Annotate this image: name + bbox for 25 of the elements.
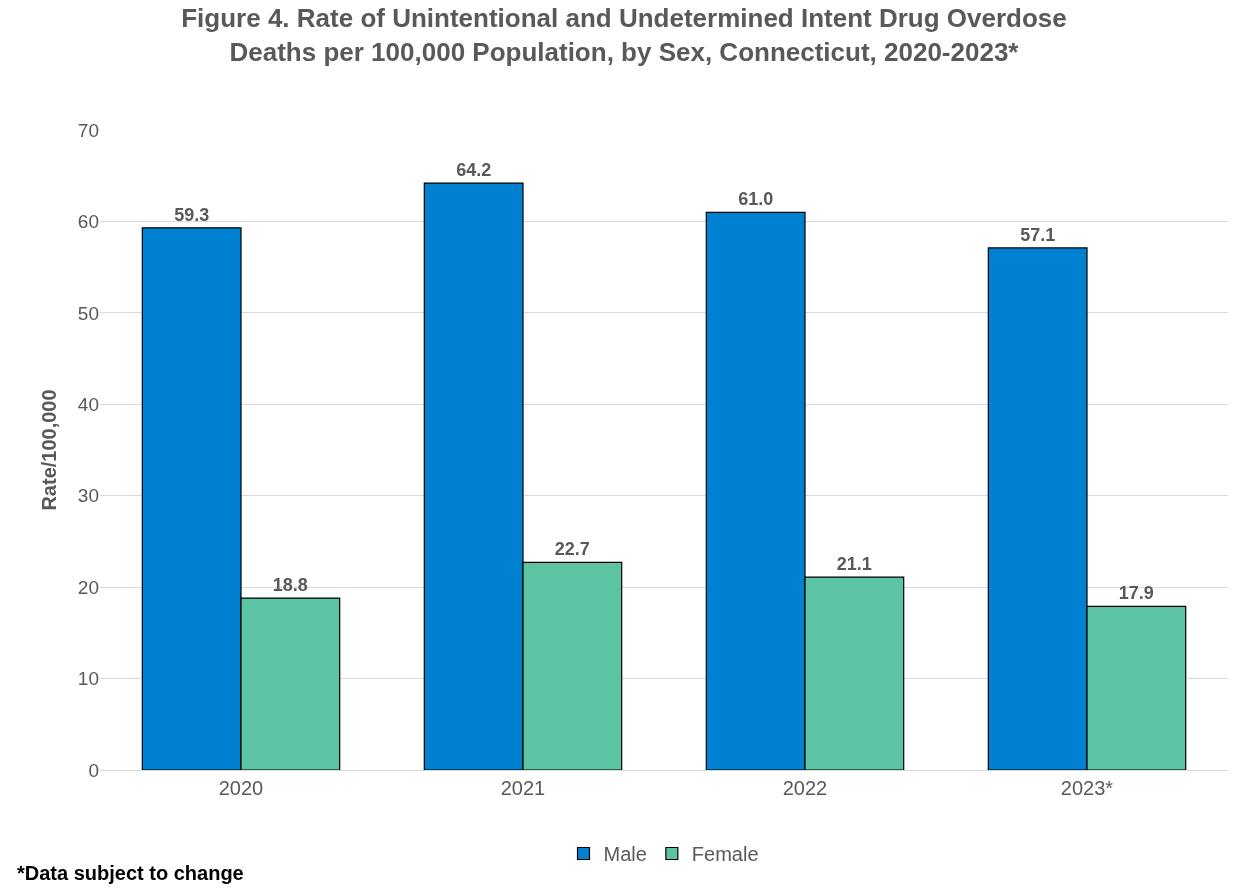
data-label: 61.0 <box>738 189 774 210</box>
data-label: 57.1 <box>1020 224 1056 245</box>
y-tick-label: 60 <box>77 211 99 233</box>
data-label: 21.1 <box>836 554 872 575</box>
y-tick-label: 40 <box>77 393 99 415</box>
text: *Data subject to change <box>17 862 244 884</box>
data-label: 18.8 <box>272 575 308 596</box>
y-axis-title: Rate/100,000 <box>38 389 61 511</box>
data-label: 59.3 <box>174 204 210 225</box>
data-label: 17.9 <box>1118 583 1154 604</box>
x-tick-label: 2020 <box>218 777 264 799</box>
x-tick-label: 2021 <box>500 777 546 799</box>
y-tick-label: 70 <box>77 119 99 141</box>
legend-label: Female <box>691 843 759 866</box>
y-tick-label: 30 <box>77 485 99 507</box>
chart-title: Figure 4. Rate of Unintentional and Undetermined Intent Drug Overdose Deaths per 100,000 Population, by Sex, Connecticut, 2020-2023* <box>181 2 1067 67</box>
x-tick-label: 2022 <box>782 777 828 799</box>
data-label: 22.7 <box>554 539 590 560</box>
data-label: 64.2 <box>456 160 492 181</box>
y-tick-label: 50 <box>77 302 99 324</box>
x-tick-label: 2023* <box>1060 777 1114 799</box>
y-tick-label: 0 <box>88 759 99 781</box>
y-tick-label: 10 <box>77 668 99 690</box>
y-tick-label: 20 <box>77 576 99 598</box>
legend-label: Male <box>603 843 647 866</box>
